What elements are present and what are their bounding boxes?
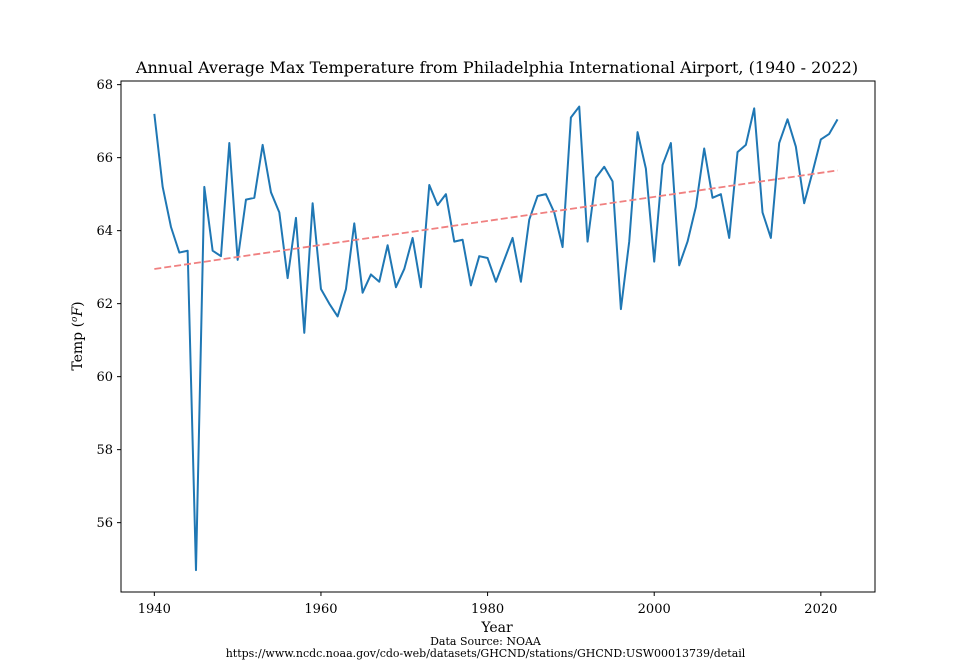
y-tick-label: 56: [96, 516, 113, 531]
x-tick-label: 1960: [304, 602, 337, 617]
x-axis-label: Year: [480, 620, 513, 636]
x-tick-label: 1980: [471, 602, 504, 617]
x-tick-label: 2000: [638, 602, 671, 617]
trend-line: [154, 169, 838, 270]
y-tick-label: 58: [96, 443, 113, 458]
source-title: Data Source: NOAA: [430, 635, 541, 648]
temperature-series-line: [153, 105, 839, 572]
y-tick-label: 62: [96, 297, 113, 312]
y-tick-label: 60: [96, 370, 113, 385]
y-tick-label: 64: [96, 224, 113, 239]
chart-title: Annual Average Max Temperature from Phil…: [135, 58, 858, 77]
x-tick-label: 2020: [804, 602, 837, 617]
y-tick-label: 68: [96, 78, 113, 93]
plot-frame: [120, 80, 876, 593]
y-axis-label: Temp (oF): [70, 301, 86, 370]
x-tick-label: 1940: [138, 602, 171, 617]
source-url: https://www.ncdc.noaa.gov/cdo-web/datase…: [225, 647, 746, 660]
y-tick-label: 66: [96, 151, 113, 166]
